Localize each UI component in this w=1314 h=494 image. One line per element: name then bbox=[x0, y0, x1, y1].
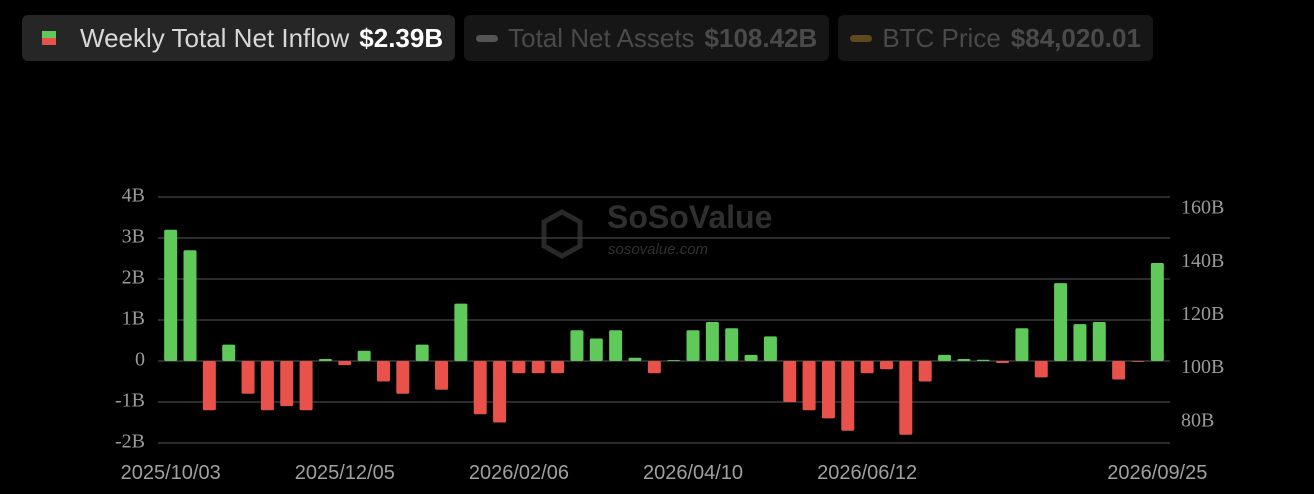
bar bbox=[783, 361, 797, 402]
y2-tick-label: 160B bbox=[1181, 197, 1224, 219]
bar bbox=[589, 338, 603, 361]
bar bbox=[957, 358, 971, 361]
bar bbox=[473, 361, 487, 415]
bar bbox=[841, 361, 855, 431]
y2-tick-label: 140B bbox=[1181, 250, 1224, 272]
bar bbox=[860, 361, 874, 374]
x-tick-label: 2025/12/05 bbox=[295, 462, 395, 484]
bar bbox=[357, 350, 371, 361]
bar bbox=[1112, 361, 1126, 380]
bar bbox=[1015, 328, 1029, 361]
legend-swatch bbox=[850, 34, 873, 42]
bar bbox=[241, 361, 255, 394]
legend-label: Weekly Total Net Inflow bbox=[80, 22, 350, 53]
bar bbox=[493, 361, 507, 423]
bar bbox=[609, 330, 623, 361]
bar bbox=[415, 344, 429, 361]
x-tick-label: 2026/06/12 bbox=[817, 462, 917, 484]
y-tick-label: 0 bbox=[135, 349, 145, 371]
y2-tick-label: 80B bbox=[1181, 409, 1214, 431]
bar bbox=[705, 322, 719, 361]
legend-item[interactable]: Total Net Assets $108.42B bbox=[464, 15, 830, 61]
y-tick-label: -2B bbox=[115, 431, 145, 453]
x-tick-label: 2025/10/03 bbox=[121, 462, 221, 484]
bar bbox=[222, 344, 236, 361]
y-tick-label: 3B bbox=[122, 226, 145, 248]
bar bbox=[802, 361, 816, 411]
bar bbox=[763, 336, 777, 361]
y2-tick-label: 120B bbox=[1181, 303, 1224, 325]
legend-value: $2.39B bbox=[359, 22, 444, 53]
y-tick-label: 1B bbox=[122, 308, 145, 330]
bar bbox=[376, 361, 390, 382]
bar bbox=[435, 361, 449, 390]
bar bbox=[938, 354, 952, 361]
bar bbox=[512, 361, 526, 374]
legend-value: $108.42B bbox=[704, 22, 818, 53]
bar bbox=[647, 361, 661, 374]
legend-item[interactable]: BTC Price $84,020.01 bbox=[838, 15, 1153, 61]
y-tick-label: 4B bbox=[122, 185, 145, 207]
bar bbox=[879, 361, 893, 370]
legend-swatch bbox=[42, 31, 56, 45]
bar bbox=[976, 359, 990, 361]
bar bbox=[725, 328, 739, 361]
bar bbox=[996, 361, 1010, 364]
bar bbox=[299, 361, 313, 411]
bar bbox=[1034, 361, 1048, 378]
bar bbox=[183, 250, 197, 361]
y-tick-label: -1B bbox=[115, 390, 145, 412]
bar bbox=[338, 361, 352, 366]
bar bbox=[551, 361, 565, 374]
bar bbox=[260, 361, 274, 411]
bar bbox=[667, 360, 681, 361]
bar bbox=[280, 361, 294, 407]
legend-value: $84,020.01 bbox=[1010, 22, 1141, 53]
legend-label: BTC Price bbox=[882, 22, 1001, 53]
bar bbox=[628, 357, 642, 361]
watermark: SoSoValue sosovalue.com bbox=[541, 199, 772, 259]
bar bbox=[202, 361, 216, 411]
bar bbox=[1073, 324, 1087, 361]
y-tick-label: 2B bbox=[122, 267, 145, 289]
bar bbox=[164, 229, 178, 361]
x-tick-label: 2026/02/06 bbox=[469, 462, 569, 484]
bar bbox=[570, 330, 584, 361]
bar bbox=[821, 361, 835, 419]
bar bbox=[1054, 283, 1068, 361]
bar bbox=[1131, 361, 1145, 362]
bar bbox=[744, 354, 758, 361]
y2-tick-label: 100B bbox=[1181, 356, 1224, 378]
legend-swatch bbox=[476, 34, 499, 42]
watermark-subtitle: sosovalue.com bbox=[608, 241, 708, 258]
bar bbox=[318, 358, 332, 361]
legend: Weekly Total Net Inflow $2.39B Total Net… bbox=[22, 15, 1153, 61]
legend-label: Total Net Assets bbox=[508, 22, 695, 53]
bar bbox=[1150, 263, 1164, 361]
bar bbox=[686, 330, 700, 361]
x-tick-label: 2026/04/10 bbox=[643, 462, 743, 484]
watermark-title: SoSoValue bbox=[607, 199, 772, 235]
bar bbox=[1092, 322, 1106, 361]
bar bbox=[918, 361, 932, 382]
bar bbox=[531, 361, 545, 374]
bar bbox=[396, 361, 410, 394]
bar bbox=[454, 303, 468, 361]
legend-item[interactable]: Weekly Total Net Inflow $2.39B bbox=[22, 15, 456, 61]
bar bbox=[899, 361, 913, 435]
x-tick-label: 2026/09/25 bbox=[1107, 462, 1207, 484]
